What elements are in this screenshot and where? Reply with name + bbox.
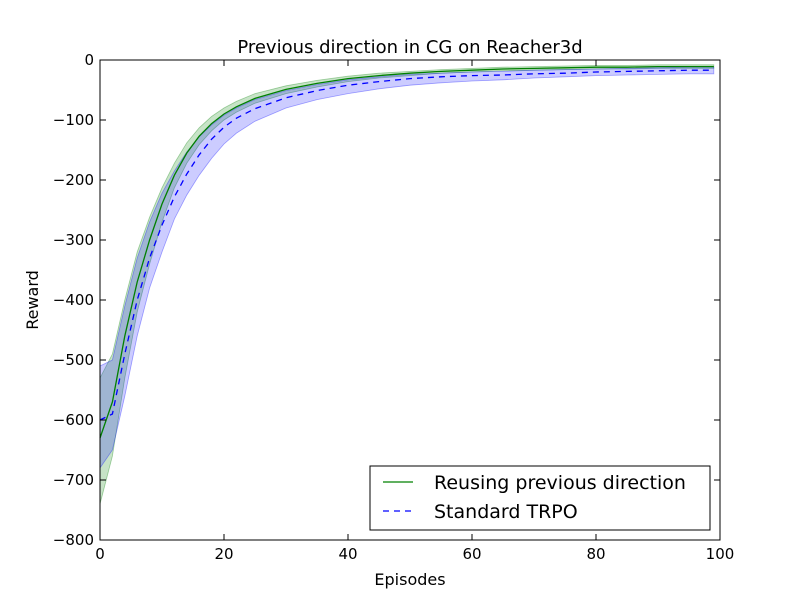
band-trpo xyxy=(99,66,715,470)
y-tick-label: −100 xyxy=(53,111,94,129)
x-tick-label: 100 xyxy=(706,545,735,563)
x-tick-label: 0 xyxy=(95,545,105,563)
x-axis-label: Episodes xyxy=(374,570,445,589)
line-reusing xyxy=(99,65,714,439)
y-tick-label: −200 xyxy=(53,171,94,189)
y-tick-label: 0 xyxy=(84,51,94,69)
x-tick-label: 40 xyxy=(338,545,357,563)
y-tick-label: −700 xyxy=(53,471,94,489)
x-tick-label: 80 xyxy=(586,545,605,563)
y-tick-label: −500 xyxy=(53,351,94,369)
line-trpo xyxy=(99,69,714,421)
legend: Reusing previous direction Standard TRPO xyxy=(369,465,711,531)
y-tick-label: −400 xyxy=(53,291,94,309)
y-tick-label: −300 xyxy=(53,231,94,249)
y-axis-label: Reward xyxy=(23,270,42,330)
y-tick-label: −600 xyxy=(53,411,94,429)
chart-title: Previous direction in CG on Reacher3d xyxy=(237,37,582,58)
axis-ticks: 0 20 40 60 80 100 0 −100 −200 −300 −400 −500 −600 −70… xyxy=(53,51,735,563)
series-lines xyxy=(99,65,714,439)
y-tick-label: −800 xyxy=(53,531,94,549)
confidence-bands xyxy=(99,64,715,505)
x-tick-label: 60 xyxy=(462,545,481,563)
legend-label-reusing: Reusing previous direction xyxy=(434,472,686,494)
legend-label-trpo: Standard TRPO xyxy=(434,501,578,523)
legend-box xyxy=(369,465,711,531)
band-reusing xyxy=(99,64,715,505)
x-tick-label: 20 xyxy=(214,545,233,563)
